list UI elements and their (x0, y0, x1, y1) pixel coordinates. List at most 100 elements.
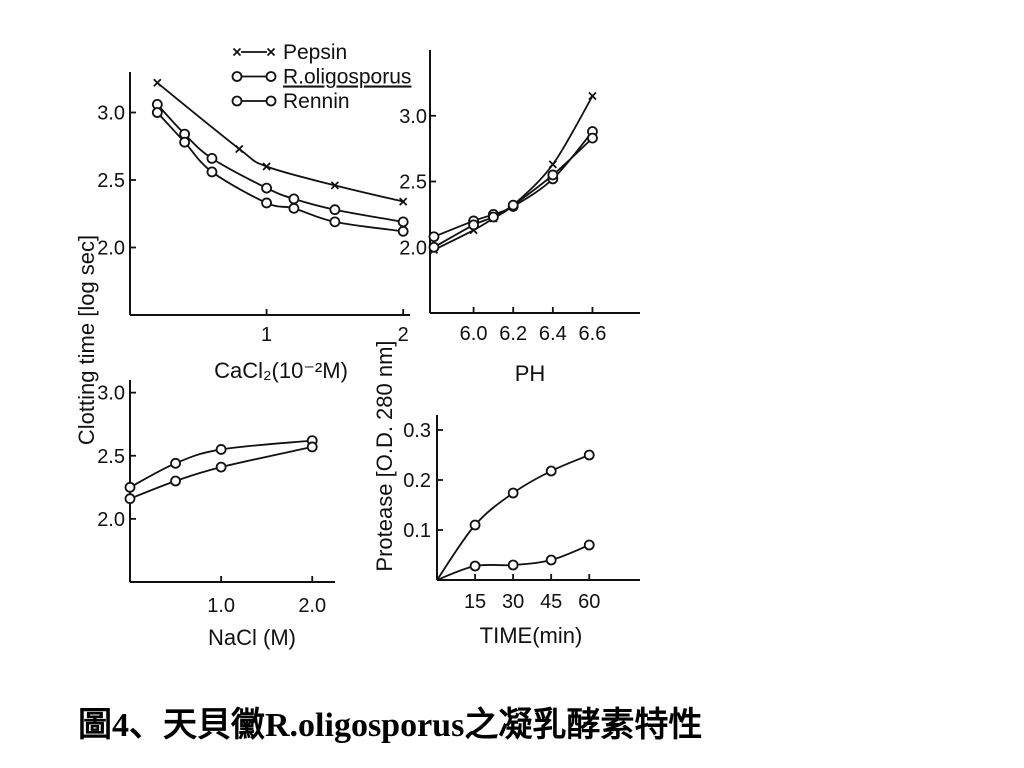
nacl-series-line (129, 439, 313, 489)
x-mark-stroke (232, 47, 242, 57)
ph-x-tick-label: 6.4 (539, 323, 567, 345)
cacl2-series-1 (151, 99, 409, 228)
x-mark-stroke (548, 160, 557, 169)
nacl-data-point (124, 481, 136, 493)
ph-data-point (548, 160, 557, 169)
legend-entry: R.oligosporus (231, 66, 411, 89)
cacl2-data-point (206, 166, 218, 178)
cacl2-data-point (262, 162, 271, 171)
time-data-point (583, 539, 595, 551)
nacl-x-axis-label: NaCl (M) (208, 625, 296, 650)
time-data-point (507, 559, 519, 571)
ph-clotting-time-chart: 6.0 6.2 6.4 6.6 2.0 2.5 3.0 PH (399, 50, 640, 386)
ph-y-tick-label: 2.5 (399, 172, 427, 194)
ph-series-line (433, 130, 594, 238)
x-mark-stroke (266, 47, 276, 57)
ph-data-point (587, 132, 598, 144)
legend-entry: Rennin (231, 90, 350, 113)
legend-swatch-marker (231, 95, 243, 107)
ph-data-point (428, 231, 440, 243)
legend-swatch-marker (266, 47, 276, 57)
protease-time-chart: 15 30 45 60 0.1 0.2 0.3 TIME(min) Protease [O.D.… (372, 340, 640, 648)
cacl2-data-point (329, 204, 341, 216)
x-mark-stroke (153, 78, 162, 87)
ph-data-point (547, 169, 559, 181)
time-data-point (545, 554, 557, 566)
legend-swatch-marker (232, 47, 242, 57)
time-x-tick-label: 15 (464, 591, 486, 613)
nacl-y-tick-label: 2.5 (97, 446, 125, 468)
nacl-series-1 (124, 441, 318, 505)
nacl-x-tick-label: 1.0 (207, 595, 235, 617)
cacl2-data-point (397, 225, 409, 237)
time-y-tick-label: 0.1 (403, 520, 431, 542)
cacl2-clotting-time-chart: 1 2 2.0 2.5 3.0 CaCl₂(10⁻²M) PepsinR.oligospor… (97, 41, 411, 383)
time-x-tick-label: 30 (502, 591, 524, 613)
nacl-data-point (215, 444, 227, 455)
cacl2-x-tick-label: 1 (261, 324, 272, 346)
time-x-tick-label: 60 (578, 591, 600, 613)
ph-series-line (433, 137, 594, 249)
time-data-point (507, 487, 519, 499)
ph-series-0 (429, 91, 597, 255)
time-data-point (583, 449, 595, 461)
time-y-tick-label: 0.2 (403, 470, 431, 492)
ph-x-tick-label: 6.2 (499, 323, 527, 345)
time-data-point (469, 560, 481, 572)
cacl2-series-2 (151, 107, 409, 237)
nacl-data-point (170, 475, 181, 487)
ph-data-point (468, 219, 479, 231)
cacl2-data-point (330, 181, 340, 190)
ph-y-tick-label: 2.0 (399, 237, 427, 259)
ph-data-point (588, 91, 597, 101)
x-mark-stroke (588, 91, 597, 101)
legend-label: Rennin (283, 90, 350, 113)
nacl-y-tick-label: 3.0 (97, 383, 125, 405)
cacl2-y-tick-label: 2.0 (97, 238, 125, 260)
ph-data-point (487, 211, 499, 223)
cacl2-x-tick-label: 2 (398, 324, 409, 346)
x-mark-stroke (330, 181, 340, 190)
ph-y-tick-label: 3.0 (399, 106, 427, 128)
cacl2-y-tick-label: 2.5 (97, 170, 125, 192)
time-x-axis-label: TIME(min) (480, 623, 583, 648)
figure-caption: 圖4、天貝黴R.oligosporus之凝乳酵素特性 (78, 707, 703, 744)
legend-label: Pepsin (283, 41, 347, 64)
cacl2-series-line (156, 103, 404, 223)
cacl2-data-point (235, 144, 244, 154)
time-y-tick-label: 0.3 (403, 420, 431, 442)
legend-label: R.oligosporus (283, 66, 411, 89)
ph-x-tick-label: 6.6 (579, 323, 607, 345)
cacl2-data-point (288, 202, 300, 214)
cacl2-y-tick-label: 3.0 (97, 103, 125, 125)
ph-data-point (428, 241, 440, 253)
x-mark-stroke (235, 144, 244, 154)
time-data-point (545, 465, 557, 477)
legend-entry: Pepsin (232, 41, 347, 64)
cacl2-series-0 (153, 78, 408, 206)
cacl2-data-point (399, 197, 408, 206)
cacl2-data-point (261, 182, 272, 194)
nacl-clotting-time-chart: 1.0 2.0 2.0 2.5 3.0 NaCl (M) (97, 380, 335, 650)
cacl2-series-line (156, 111, 404, 233)
x-mark-stroke (262, 162, 271, 171)
time-x-tick-label: 45 (540, 591, 562, 613)
cacl2-data-point (206, 152, 218, 164)
nacl-data-point (215, 461, 227, 473)
nacl-data-point (124, 493, 136, 505)
nacl-series-line (129, 446, 313, 500)
time-y-axis-label: Protease [O.D. 280 nm] (372, 340, 397, 571)
legend-swatch-marker (265, 71, 277, 82)
ph-x-axis-label: PH (515, 361, 546, 386)
nacl-series-0 (124, 435, 318, 493)
cacl2-data-point (153, 78, 162, 87)
ph-series-1 (428, 126, 598, 243)
ph-data-point (507, 199, 519, 211)
time-series-1 (436, 539, 595, 581)
cacl2-data-point (329, 216, 341, 228)
legend-swatch-marker (265, 95, 277, 107)
nacl-data-point (170, 457, 181, 469)
x-mark-stroke (399, 197, 408, 206)
